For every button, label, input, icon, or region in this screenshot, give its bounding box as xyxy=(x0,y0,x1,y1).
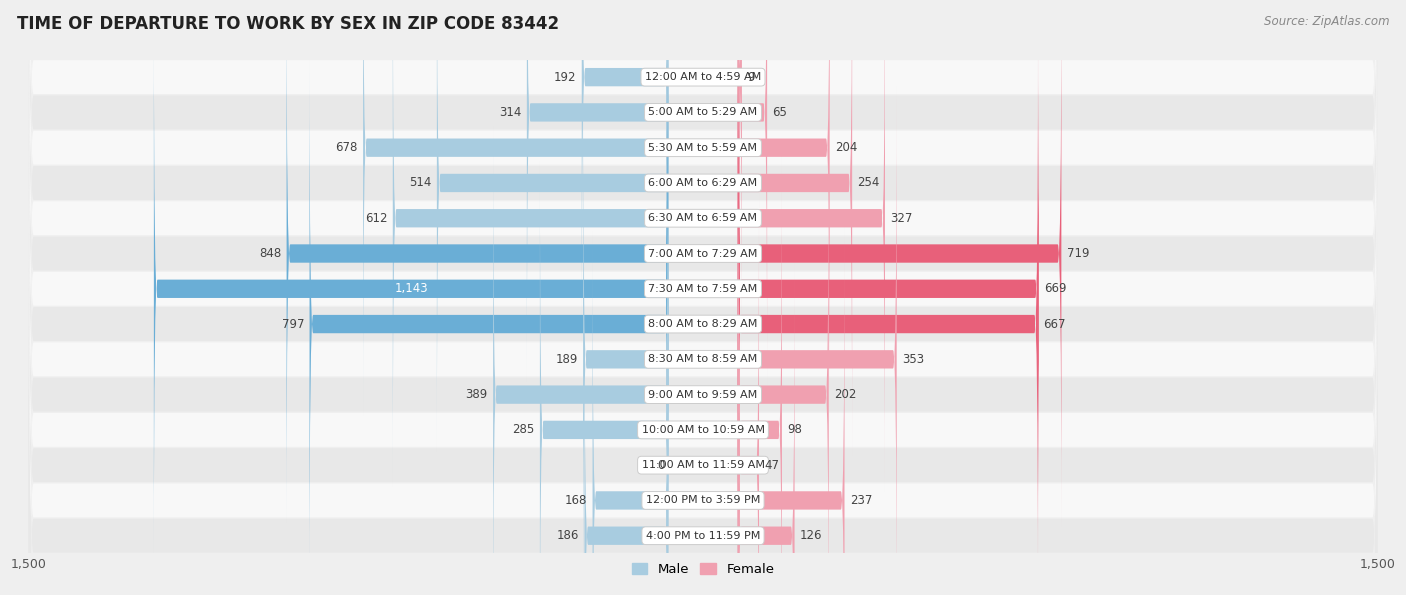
FancyBboxPatch shape xyxy=(738,227,845,595)
FancyBboxPatch shape xyxy=(437,0,668,456)
FancyBboxPatch shape xyxy=(738,0,1062,527)
FancyBboxPatch shape xyxy=(738,262,794,595)
FancyBboxPatch shape xyxy=(738,121,828,595)
FancyBboxPatch shape xyxy=(28,129,1378,595)
FancyBboxPatch shape xyxy=(592,227,668,595)
Text: 514: 514 xyxy=(409,177,432,189)
Text: 8:30 AM to 8:59 AM: 8:30 AM to 8:59 AM xyxy=(648,355,758,364)
FancyBboxPatch shape xyxy=(738,51,1038,595)
FancyBboxPatch shape xyxy=(287,0,668,527)
Text: 7:30 AM to 7:59 AM: 7:30 AM to 7:59 AM xyxy=(648,284,758,294)
FancyBboxPatch shape xyxy=(738,0,830,421)
FancyBboxPatch shape xyxy=(28,24,1378,595)
FancyBboxPatch shape xyxy=(738,86,897,595)
FancyBboxPatch shape xyxy=(738,0,884,491)
FancyBboxPatch shape xyxy=(527,0,668,386)
FancyBboxPatch shape xyxy=(28,0,1378,484)
Text: TIME OF DEPARTURE TO WORK BY SEX IN ZIP CODE 83442: TIME OF DEPARTURE TO WORK BY SEX IN ZIP … xyxy=(17,15,560,33)
FancyBboxPatch shape xyxy=(738,192,759,595)
Text: 5:00 AM to 5:29 AM: 5:00 AM to 5:29 AM xyxy=(648,108,758,117)
Legend: Male, Female: Male, Female xyxy=(626,558,780,581)
Text: 389: 389 xyxy=(465,388,488,401)
Text: 8:00 AM to 8:29 AM: 8:00 AM to 8:29 AM xyxy=(648,319,758,329)
Text: 0: 0 xyxy=(657,459,665,472)
Text: 202: 202 xyxy=(834,388,856,401)
FancyBboxPatch shape xyxy=(28,0,1378,554)
Text: 1,143: 1,143 xyxy=(394,282,427,295)
FancyBboxPatch shape xyxy=(738,15,1039,562)
FancyBboxPatch shape xyxy=(540,157,668,595)
FancyBboxPatch shape xyxy=(28,0,1378,595)
FancyBboxPatch shape xyxy=(28,0,1378,595)
FancyBboxPatch shape xyxy=(28,0,1378,519)
Text: 285: 285 xyxy=(512,424,534,436)
FancyBboxPatch shape xyxy=(738,0,742,350)
FancyBboxPatch shape xyxy=(392,0,668,491)
Text: 204: 204 xyxy=(835,141,858,154)
Text: 237: 237 xyxy=(849,494,872,507)
Text: 667: 667 xyxy=(1043,318,1066,331)
FancyBboxPatch shape xyxy=(28,0,1378,595)
Text: 254: 254 xyxy=(858,177,880,189)
FancyBboxPatch shape xyxy=(363,0,668,421)
FancyBboxPatch shape xyxy=(738,0,852,456)
Text: 65: 65 xyxy=(772,106,787,119)
Text: 678: 678 xyxy=(335,141,357,154)
FancyBboxPatch shape xyxy=(738,0,768,386)
FancyBboxPatch shape xyxy=(28,59,1378,595)
FancyBboxPatch shape xyxy=(28,0,1378,595)
Text: 6:00 AM to 6:29 AM: 6:00 AM to 6:29 AM xyxy=(648,178,758,188)
Text: 192: 192 xyxy=(554,71,576,84)
Text: 327: 327 xyxy=(890,212,912,225)
Text: 669: 669 xyxy=(1045,282,1067,295)
FancyBboxPatch shape xyxy=(28,0,1378,589)
Text: 314: 314 xyxy=(499,106,522,119)
Text: 9:00 AM to 9:59 AM: 9:00 AM to 9:59 AM xyxy=(648,390,758,400)
Text: 7:00 AM to 7:29 AM: 7:00 AM to 7:29 AM xyxy=(648,249,758,258)
Text: 353: 353 xyxy=(903,353,924,366)
Text: 168: 168 xyxy=(565,494,588,507)
Text: 4:00 PM to 11:59 PM: 4:00 PM to 11:59 PM xyxy=(645,531,761,541)
FancyBboxPatch shape xyxy=(582,0,668,350)
Text: 10:00 AM to 10:59 AM: 10:00 AM to 10:59 AM xyxy=(641,425,765,435)
FancyBboxPatch shape xyxy=(585,262,668,595)
Text: 11:00 AM to 11:59 AM: 11:00 AM to 11:59 AM xyxy=(641,460,765,470)
Text: 9: 9 xyxy=(748,71,755,84)
FancyBboxPatch shape xyxy=(494,121,668,595)
FancyBboxPatch shape xyxy=(583,86,668,595)
Text: Source: ZipAtlas.com: Source: ZipAtlas.com xyxy=(1264,15,1389,28)
Text: 12:00 PM to 3:59 PM: 12:00 PM to 3:59 PM xyxy=(645,496,761,505)
Text: 47: 47 xyxy=(765,459,779,472)
FancyBboxPatch shape xyxy=(738,157,782,595)
FancyBboxPatch shape xyxy=(28,0,1378,595)
FancyBboxPatch shape xyxy=(28,94,1378,595)
Text: 719: 719 xyxy=(1067,247,1090,260)
Text: 5:30 AM to 5:59 AM: 5:30 AM to 5:59 AM xyxy=(648,143,758,153)
Text: 612: 612 xyxy=(366,212,388,225)
Text: 189: 189 xyxy=(555,353,578,366)
FancyBboxPatch shape xyxy=(153,15,668,562)
Text: 848: 848 xyxy=(259,247,281,260)
Text: 98: 98 xyxy=(787,424,803,436)
Text: 6:30 AM to 6:59 AM: 6:30 AM to 6:59 AM xyxy=(648,213,758,223)
FancyBboxPatch shape xyxy=(309,51,668,595)
FancyBboxPatch shape xyxy=(28,0,1378,595)
Text: 186: 186 xyxy=(557,529,579,542)
Text: 12:00 AM to 4:59 AM: 12:00 AM to 4:59 AM xyxy=(645,72,761,82)
Text: 797: 797 xyxy=(281,318,304,331)
Text: 126: 126 xyxy=(800,529,823,542)
